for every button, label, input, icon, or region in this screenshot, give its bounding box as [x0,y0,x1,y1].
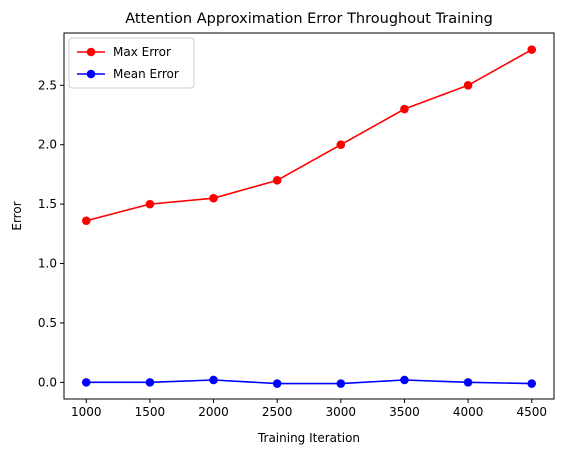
legend-box [68,37,195,89]
max-error-point [336,140,346,150]
y-tick-label: 0.0 [38,375,57,389]
mean-error-line [86,379,532,385]
y-tick-label: 2.0 [38,138,57,152]
y-tick-label: 1.0 [38,257,57,271]
plot-area-frame [63,32,555,400]
max-error-point [209,193,218,203]
y-tick-label: 2.5 [38,78,57,92]
y-tick-label: 0.5 [38,316,57,330]
mean-error-point [463,378,473,387]
mean-error-point [145,378,155,387]
x-tick-label: 3500 [389,405,420,419]
max-error-line [86,48,533,222]
ticks-layer: 1000 1500 2000 2500 3000 3500 4000 4500 0.0 0.5 1.… [38,78,547,419]
max-error-point [527,45,537,54]
max-error-point [272,176,282,185]
y-axis-label: Error [10,201,24,230]
legend-max-error-label: Max Error [113,45,171,59]
max-error-point [400,104,409,114]
y-tick-label: 1.5 [38,197,57,211]
mean-error-point [400,375,409,385]
legend-mean-error-label: Mean Error [113,67,179,81]
x-tick-label: 2500 [262,405,293,419]
max-error-point [145,199,155,209]
x-tick-label: 3000 [326,405,357,419]
mean-error-point [272,379,282,388]
mean-error-point [81,378,91,387]
x-tick-label: 1500 [135,405,166,419]
chart-title: Attention Approximation Error Throughout… [125,11,493,27]
legend-max-error-marker [86,47,96,57]
x-tick-label: 1000 [71,405,102,419]
x-axis-label: Training Iteration [257,431,360,445]
legend: Max Error Mean Error [68,37,195,89]
mean-error-point [336,379,346,388]
max-error-point [81,216,91,226]
mean-error-point [209,375,218,385]
x-tick-label: 4000 [453,405,484,419]
legend-mean-error-marker [86,69,96,79]
series-layer [81,45,537,388]
max-error-point [463,80,473,90]
mean-error-point [527,379,537,388]
x-tick-label: 4500 [516,405,547,419]
x-tick-label: 2000 [198,405,229,419]
